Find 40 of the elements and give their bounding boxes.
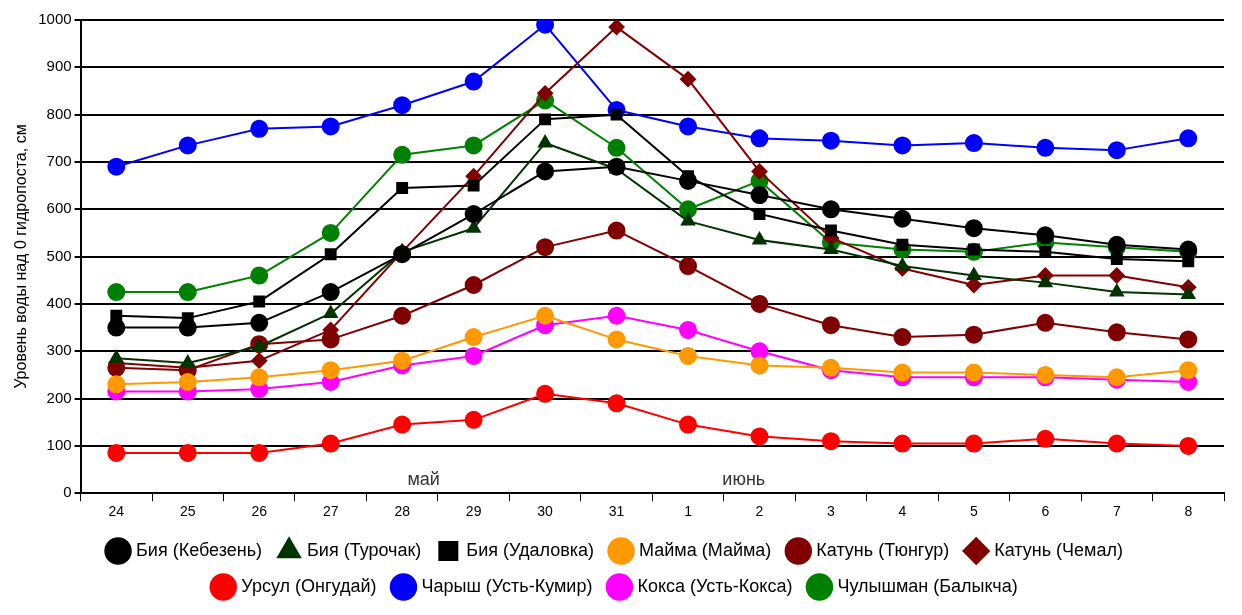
x-tick-label: 8 bbox=[1184, 503, 1193, 520]
y-tick-label: 500 bbox=[46, 246, 72, 264]
x-tick-label: 4 bbox=[898, 503, 907, 520]
x-tick-label: 2 bbox=[755, 503, 764, 520]
y-tick-label: 100 bbox=[46, 436, 72, 454]
annotation: июнь bbox=[722, 469, 766, 490]
legend-label: Чулышман (Балыкча) bbox=[837, 575, 1018, 596]
x-tick-label: 31 bbox=[608, 503, 625, 520]
x-tick-label: 7 bbox=[1112, 503, 1121, 520]
x-tick-label: 5 bbox=[969, 503, 978, 520]
x-tick-label: 6 bbox=[1041, 503, 1050, 520]
y-tick-label: 1000 bbox=[38, 10, 72, 28]
y-tick-label: 900 bbox=[46, 57, 72, 75]
x-tick-label: 27 bbox=[322, 503, 339, 520]
y-tick-label: 600 bbox=[46, 199, 72, 217]
legend-label: Бия (Удаловка) bbox=[466, 539, 595, 560]
legend-label: Майма (Майма) bbox=[639, 539, 772, 560]
x-tick-label: 26 bbox=[251, 503, 268, 520]
legend-label: Бия (Кебезень) bbox=[136, 539, 263, 560]
y-tick-label: 800 bbox=[46, 104, 72, 122]
x-tick-label: 25 bbox=[179, 503, 196, 520]
legend-label: Бия (Турочак) bbox=[307, 539, 422, 560]
x-tick-label: 30 bbox=[537, 503, 554, 520]
y-tick-label: 300 bbox=[46, 341, 72, 359]
legend-label: Катунь (Тюнгур) bbox=[816, 539, 950, 560]
x-tick-label: 3 bbox=[827, 503, 836, 520]
y-axis-title: Уровень воды над 0 гидропоста, см bbox=[12, 124, 30, 389]
legend-label: Урсул (Онгудай) bbox=[241, 575, 377, 596]
x-tick-label: 24 bbox=[108, 503, 125, 520]
y-tick-label: 700 bbox=[46, 152, 72, 170]
x-tick-label: 1 bbox=[684, 503, 693, 520]
annotation: май bbox=[407, 469, 440, 490]
y-tick-label: 400 bbox=[46, 294, 72, 312]
x-tick-label: 29 bbox=[465, 503, 482, 520]
legend-label: Кокса (Усть-Кокса) bbox=[637, 575, 793, 596]
legend-label: Чарыш (Усть-Кумир) bbox=[421, 575, 593, 596]
legend-label: Катунь (Чемал) bbox=[994, 539, 1123, 560]
y-tick-label: 0 bbox=[63, 483, 72, 501]
x-tick-label: 28 bbox=[394, 503, 411, 520]
y-tick-label: 200 bbox=[46, 388, 72, 406]
